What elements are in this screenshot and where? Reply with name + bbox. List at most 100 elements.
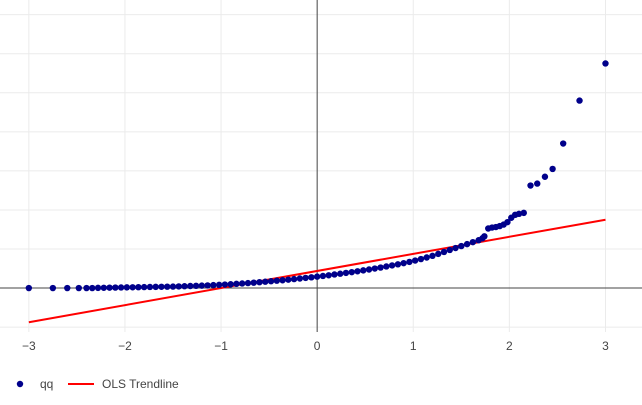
- x-tick-label: −2: [118, 339, 132, 353]
- legend-item-0[interactable]: qq: [16, 377, 54, 391]
- qq-point: [169, 283, 177, 290]
- qq-point: [290, 275, 298, 283]
- x-tick-labels: −3 −2 −1 0 1 2 3: [22, 339, 609, 353]
- x-tick-label: 2: [506, 339, 513, 353]
- qq-point: [285, 276, 292, 283]
- qq-point: [221, 281, 229, 288]
- qq-point: [135, 283, 142, 291]
- qq-point: [175, 283, 182, 290]
- qq-point: [123, 284, 131, 291]
- qq-point: [541, 173, 549, 180]
- qq-point: [187, 282, 194, 290]
- qq-point: [302, 274, 309, 282]
- qq-point: [452, 244, 459, 252]
- qq-point: [354, 268, 361, 275]
- qq-point: [233, 280, 240, 288]
- x-tick-label: −3: [22, 339, 36, 353]
- qq-point: [192, 282, 200, 290]
- qq-point: [89, 284, 96, 292]
- qq-point: [112, 284, 119, 291]
- qq-point: [181, 283, 188, 290]
- qq-point: [140, 283, 148, 291]
- qq-point: [435, 250, 442, 258]
- qq-point: [25, 284, 33, 292]
- qq-point: [238, 280, 246, 287]
- qq-point: [534, 180, 541, 187]
- qq-point: [204, 282, 211, 289]
- qq-point: [94, 284, 102, 292]
- qq-point: [388, 262, 396, 269]
- qq-point: [129, 284, 136, 291]
- qq-point: [313, 273, 321, 280]
- qq-point: [100, 284, 107, 291]
- legend-marker-icon: [16, 380, 24, 388]
- qq-point: [429, 252, 436, 260]
- qq-point: [383, 263, 390, 270]
- qq-point: [348, 268, 355, 276]
- qq-point: [527, 182, 534, 189]
- qq-point: [49, 284, 57, 292]
- qq-point: [602, 60, 609, 67]
- qq-point: [273, 277, 280, 284]
- qq-point: [481, 233, 488, 240]
- qq-point: [504, 218, 511, 226]
- qq-point: [331, 271, 338, 278]
- qq-point: [576, 97, 583, 104]
- qq-point: [325, 272, 332, 279]
- qq-point: [267, 278, 275, 285]
- qq-point: [262, 278, 269, 285]
- qq-point: [440, 248, 448, 256]
- trendline-layer: [28, 218, 606, 324]
- qq-point: [423, 254, 430, 261]
- x-tick-label: −1: [214, 339, 228, 353]
- qq-point: [164, 283, 171, 290]
- qq-point: [106, 284, 113, 291]
- qq-point: [446, 246, 453, 254]
- qq-point: [463, 240, 471, 248]
- qq-point: [64, 284, 71, 292]
- x-tick-label: 0: [314, 339, 321, 353]
- qq-point: [83, 284, 90, 292]
- qq-point: [158, 283, 165, 290]
- x-tick-label: 3: [602, 339, 609, 353]
- qq-point: [337, 270, 344, 277]
- qq-point: [406, 258, 413, 266]
- qq-point: [308, 274, 315, 281]
- qq-point: [75, 284, 83, 292]
- legend-label: OLS Trendline: [102, 377, 179, 391]
- qq-point: [146, 283, 154, 291]
- qq-point: [342, 269, 350, 277]
- qq-point: [296, 275, 304, 282]
- qq-point: [458, 242, 465, 250]
- qq-point: [469, 238, 477, 246]
- qq-point: [515, 210, 523, 218]
- legend[interactable]: qq OLS Trendline: [16, 377, 179, 391]
- qq-point: [279, 277, 286, 284]
- legend-item-1[interactable]: OLS Trendline: [68, 377, 179, 391]
- qq-point: [250, 279, 257, 286]
- qq-point: [394, 261, 402, 268]
- qq-point: [215, 281, 223, 289]
- x-tick-label: 1: [410, 339, 417, 353]
- qq-point: [360, 267, 367, 274]
- qq-point: [371, 265, 379, 272]
- qq-point: [400, 259, 407, 267]
- qq-point: [256, 279, 263, 286]
- qq-point: [319, 272, 327, 280]
- qq-point: [559, 140, 567, 147]
- qq-point: [198, 282, 206, 289]
- qq-points-layer: [25, 60, 609, 292]
- legend-label: qq: [40, 377, 53, 391]
- qq-point: [549, 165, 556, 173]
- trendline-segment: [28, 218, 606, 324]
- axis-layer: [0, 0, 642, 332]
- qq-point: [210, 281, 217, 289]
- qq-point: [152, 283, 159, 291]
- qq-point: [227, 281, 234, 288]
- grid-layer: [0, 0, 642, 332]
- qq-point: [244, 279, 252, 287]
- qq-point: [377, 264, 384, 271]
- qq-point: [365, 266, 373, 273]
